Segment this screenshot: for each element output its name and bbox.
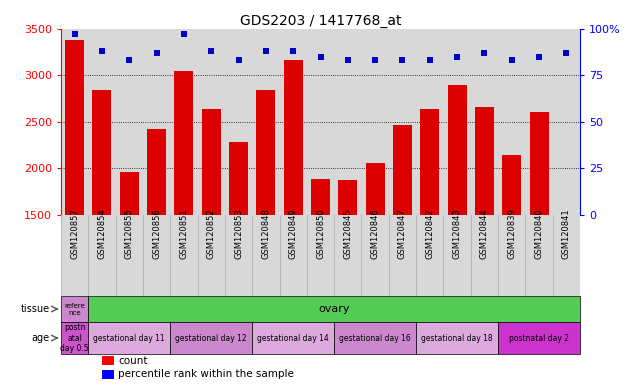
Text: gestational day 14: gestational day 14 <box>257 334 329 343</box>
Bar <box>88 322 171 354</box>
Point <box>179 31 189 38</box>
Bar <box>311 179 330 215</box>
Point <box>206 48 216 54</box>
Point <box>479 50 490 56</box>
Bar <box>120 172 138 215</box>
Bar <box>334 322 416 354</box>
Text: gestational day 16: gestational day 16 <box>339 334 411 343</box>
Bar <box>202 109 221 215</box>
Bar <box>92 90 112 215</box>
Bar <box>283 60 303 215</box>
Bar <box>61 322 88 354</box>
Point <box>506 57 517 63</box>
Point <box>343 57 353 63</box>
Point <box>151 50 162 56</box>
Bar <box>498 322 580 354</box>
Point <box>124 57 135 63</box>
Point <box>288 48 298 54</box>
Bar <box>174 71 194 215</box>
Point <box>261 48 271 54</box>
Text: ovary: ovary <box>319 304 350 314</box>
Text: gestational day 18: gestational day 18 <box>421 334 493 343</box>
Text: age: age <box>32 333 50 343</box>
Bar <box>338 180 358 215</box>
Bar <box>447 84 467 215</box>
Bar <box>61 296 88 322</box>
Bar <box>256 90 276 215</box>
Bar <box>103 356 114 365</box>
Bar <box>252 322 334 354</box>
Point <box>397 57 408 63</box>
Bar <box>475 107 494 215</box>
Text: gestational day 12: gestational day 12 <box>176 334 247 343</box>
Bar <box>420 109 439 215</box>
Text: gestational day 11: gestational day 11 <box>94 334 165 343</box>
Bar <box>416 322 498 354</box>
Point <box>233 57 244 63</box>
Bar <box>503 155 521 215</box>
Text: count: count <box>118 356 147 366</box>
Point <box>562 50 572 56</box>
Text: postn
atal
day 0.5: postn atal day 0.5 <box>60 323 89 353</box>
Text: percentile rank within the sample: percentile rank within the sample <box>118 369 294 379</box>
Point <box>315 54 326 60</box>
Text: postnatal day 2: postnatal day 2 <box>509 334 569 343</box>
Bar <box>229 142 248 215</box>
Bar <box>171 322 252 354</box>
Bar <box>147 129 166 215</box>
Bar <box>529 113 549 215</box>
Bar <box>365 162 385 215</box>
Point <box>425 57 435 63</box>
Bar <box>393 126 412 215</box>
Bar <box>65 40 84 215</box>
Point <box>370 57 380 63</box>
Title: GDS2203 / 1417768_at: GDS2203 / 1417768_at <box>240 14 401 28</box>
Point <box>452 54 462 60</box>
Text: refere
nce: refere nce <box>64 303 85 316</box>
Point <box>534 54 544 60</box>
Text: tissue: tissue <box>21 304 50 314</box>
Point <box>97 48 107 54</box>
Point <box>69 31 79 38</box>
Bar <box>103 370 114 379</box>
